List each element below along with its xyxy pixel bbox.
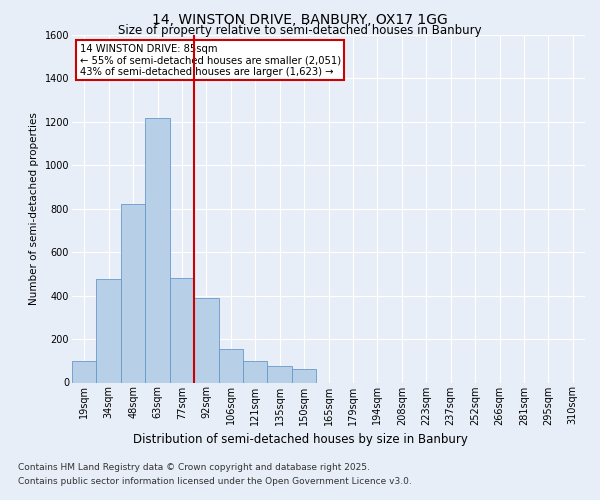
Bar (97, 280, 121, 382)
Text: Contains HM Land Registry data © Crown copyright and database right 2025.: Contains HM Land Registry data © Crown c… (18, 464, 370, 472)
Text: 14, WINSTON DRIVE, BANBURY, OX17 1GG: 14, WINSTON DRIVE, BANBURY, OX17 1GG (152, 12, 448, 26)
Bar (145, 118, 170, 382)
Text: Size of property relative to semi-detached houses in Banbury: Size of property relative to semi-detach… (118, 24, 482, 37)
Bar (243, 361, 268, 382)
Y-axis label: Number of semi-detached properties: Number of semi-detached properties (29, 112, 39, 305)
Text: 14 WINSTON DRIVE: 85sqm
← 55% of semi-detached houses are smaller (2,051)
43% of: 14 WINSTON DRIVE: 85sqm ← 55% of semi-de… (80, 44, 341, 77)
Bar (72, 361, 97, 382)
Bar (268, 366, 292, 382)
Bar (218, 349, 243, 382)
Bar (292, 370, 316, 382)
Bar (121, 204, 145, 382)
Bar (170, 278, 194, 382)
Text: Contains public sector information licensed under the Open Government Licence v3: Contains public sector information licen… (18, 477, 412, 486)
Text: Distribution of semi-detached houses by size in Banbury: Distribution of semi-detached houses by … (133, 432, 467, 446)
Bar (194, 298, 218, 382)
